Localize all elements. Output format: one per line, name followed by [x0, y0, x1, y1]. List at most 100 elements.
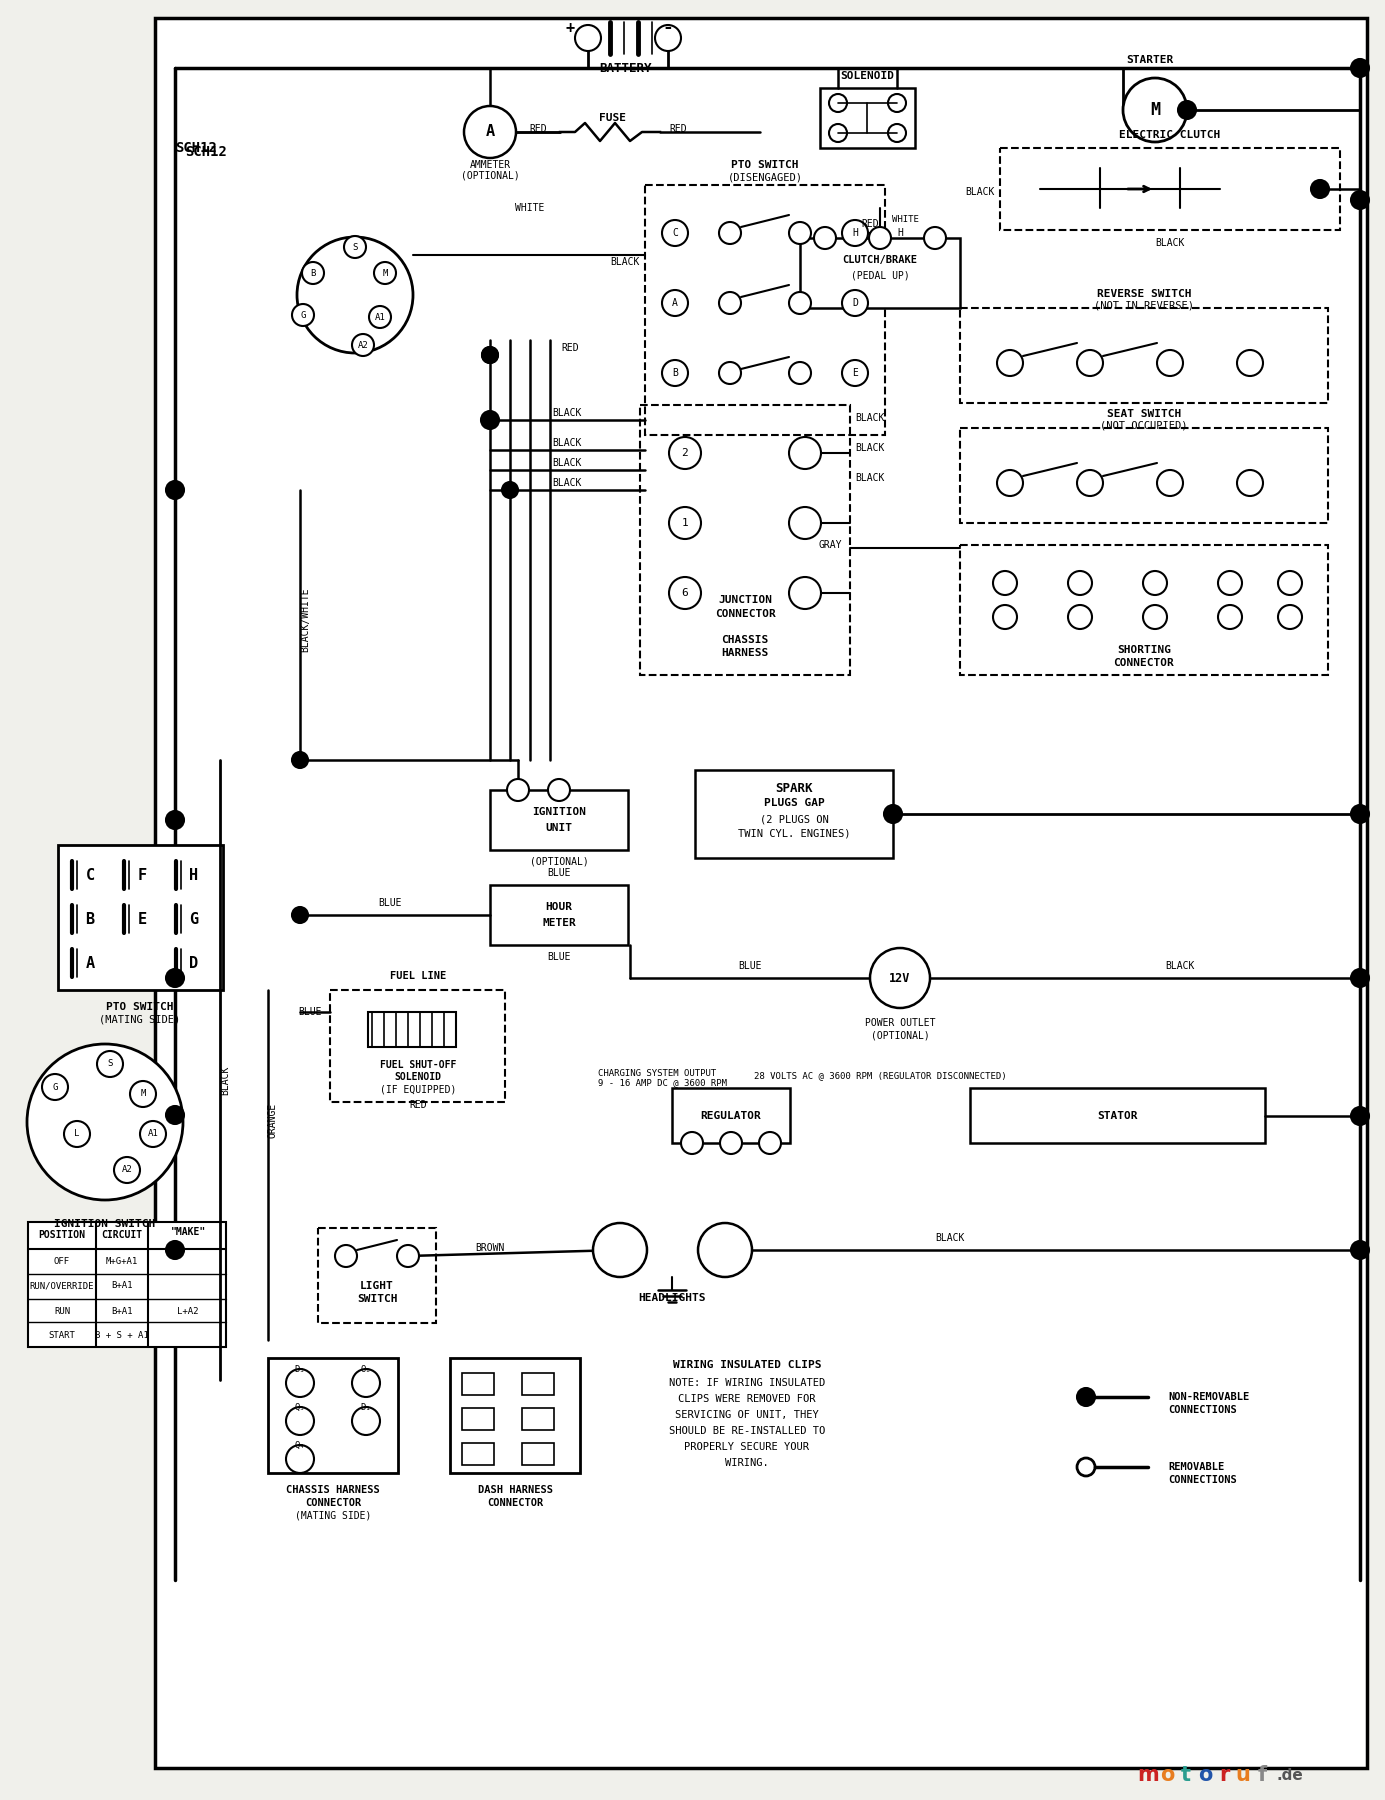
- Text: r: r: [1219, 1766, 1230, 1786]
- Text: PROPERLY SECURE YOUR: PROPERLY SECURE YOUR: [684, 1442, 809, 1453]
- Text: (PEDAL UP): (PEDAL UP): [850, 272, 910, 281]
- Text: CONNECTIONS: CONNECTIONS: [1168, 1406, 1237, 1415]
- Text: Q₅: Q₅: [295, 1402, 305, 1411]
- Circle shape: [759, 1132, 781, 1154]
- Circle shape: [464, 106, 517, 158]
- Circle shape: [997, 470, 1024, 497]
- Circle shape: [285, 1408, 314, 1435]
- Text: H: H: [897, 229, 903, 238]
- Text: BLACK: BLACK: [965, 187, 994, 196]
- Bar: [645, 185, 885, 436]
- Text: START: START: [48, 1332, 75, 1341]
- Text: BLACK: BLACK: [220, 1066, 230, 1094]
- Text: FUEL LINE: FUEL LINE: [389, 970, 446, 981]
- Circle shape: [374, 263, 396, 284]
- Text: IGNITION SWITCH: IGNITION SWITCH: [54, 1219, 155, 1229]
- Circle shape: [789, 292, 812, 313]
- Text: BROWN: BROWN: [475, 1244, 504, 1253]
- Circle shape: [1350, 805, 1368, 823]
- Text: u: u: [1235, 1766, 1251, 1786]
- Bar: [640, 405, 850, 675]
- Text: BLACK: BLACK: [935, 1233, 965, 1244]
- Text: CONNECTOR: CONNECTOR: [305, 1498, 361, 1508]
- Text: BLUE: BLUE: [298, 1006, 321, 1017]
- Text: BLACK: BLACK: [856, 473, 885, 482]
- Text: (NOT IN REVERSE): (NOT IN REVERSE): [1094, 301, 1194, 311]
- Text: .de: .de: [1276, 1768, 1303, 1782]
- Circle shape: [662, 290, 688, 317]
- Text: A: A: [485, 124, 494, 140]
- Circle shape: [789, 578, 821, 608]
- Circle shape: [720, 1132, 742, 1154]
- Text: (DISENGAGED): (DISENGAGED): [727, 173, 802, 182]
- Circle shape: [501, 482, 518, 499]
- Text: WIRING.: WIRING.: [726, 1458, 769, 1469]
- Text: M: M: [140, 1089, 145, 1098]
- Text: D: D: [190, 956, 198, 970]
- Text: RED: RED: [669, 124, 687, 133]
- Text: POWER OUTLET: POWER OUTLET: [864, 1019, 935, 1028]
- Circle shape: [292, 752, 307, 769]
- Text: G: G: [301, 310, 306, 320]
- Text: H: H: [190, 868, 198, 882]
- Circle shape: [97, 1051, 123, 1076]
- Text: BLACK: BLACK: [553, 479, 582, 488]
- Text: A: A: [86, 956, 94, 970]
- Text: WHITE: WHITE: [515, 203, 544, 212]
- Text: PTO SWITCH: PTO SWITCH: [731, 160, 799, 169]
- Circle shape: [26, 1044, 183, 1201]
- Circle shape: [1312, 180, 1330, 198]
- Bar: [463, 1444, 494, 1465]
- Circle shape: [1179, 101, 1197, 119]
- Text: o: o: [1198, 1766, 1212, 1786]
- Text: B+A1: B+A1: [111, 1307, 133, 1316]
- Circle shape: [296, 238, 413, 353]
- Text: H: H: [852, 229, 857, 238]
- Text: SWITCH: SWITCH: [357, 1294, 397, 1303]
- Circle shape: [292, 304, 314, 326]
- Text: 9 - 16 AMP DC @ 3600 RPM: 9 - 16 AMP DC @ 3600 RPM: [598, 1078, 727, 1087]
- Circle shape: [1143, 571, 1168, 596]
- Text: BLUE: BLUE: [378, 898, 402, 907]
- Circle shape: [789, 437, 821, 470]
- Circle shape: [1068, 605, 1091, 628]
- Text: NOTE: IF WIRING INSULATED: NOTE: IF WIRING INSULATED: [669, 1379, 825, 1388]
- Circle shape: [698, 1222, 752, 1276]
- Circle shape: [140, 1121, 166, 1147]
- Bar: [1000, 148, 1341, 230]
- Text: HOUR: HOUR: [546, 902, 572, 913]
- Text: S: S: [107, 1060, 112, 1069]
- Text: A1: A1: [148, 1130, 158, 1139]
- Text: G: G: [53, 1082, 58, 1091]
- Text: TWIN CYL. ENGINES): TWIN CYL. ENGINES): [738, 830, 850, 839]
- Text: FUEL SHUT-OFF: FUEL SHUT-OFF: [379, 1060, 456, 1069]
- Circle shape: [719, 362, 741, 383]
- Text: BLACK: BLACK: [1165, 961, 1195, 970]
- Text: BLACK: BLACK: [856, 412, 885, 423]
- Circle shape: [1078, 1388, 1096, 1406]
- Text: NON-REMOVABLE: NON-REMOVABLE: [1168, 1391, 1249, 1402]
- Text: CHARGING SYSTEM OUTPUT: CHARGING SYSTEM OUTPUT: [598, 1069, 716, 1078]
- Circle shape: [114, 1157, 140, 1183]
- Bar: [155, 18, 1367, 1768]
- Text: IGNITION: IGNITION: [532, 806, 586, 817]
- Text: E: E: [852, 367, 857, 378]
- Circle shape: [870, 949, 929, 1008]
- Text: CHASSIS HARNESS: CHASSIS HARNESS: [287, 1485, 379, 1496]
- Bar: [969, 1087, 1265, 1143]
- Bar: [450, 1357, 580, 1472]
- Circle shape: [482, 347, 499, 364]
- Circle shape: [1350, 191, 1368, 209]
- Text: G: G: [190, 911, 198, 927]
- Circle shape: [789, 362, 812, 383]
- Bar: [522, 1373, 554, 1395]
- Circle shape: [1217, 605, 1242, 628]
- Text: BLACK: BLACK: [856, 443, 885, 454]
- Bar: [28, 1222, 226, 1346]
- Bar: [801, 238, 960, 308]
- Text: "MAKE": "MAKE": [170, 1228, 205, 1237]
- Text: JUNCTION: JUNCTION: [717, 596, 771, 605]
- Text: HEADLIGHTS: HEADLIGHTS: [638, 1292, 706, 1303]
- Text: ORANGE: ORANGE: [267, 1102, 277, 1138]
- Circle shape: [1278, 571, 1302, 596]
